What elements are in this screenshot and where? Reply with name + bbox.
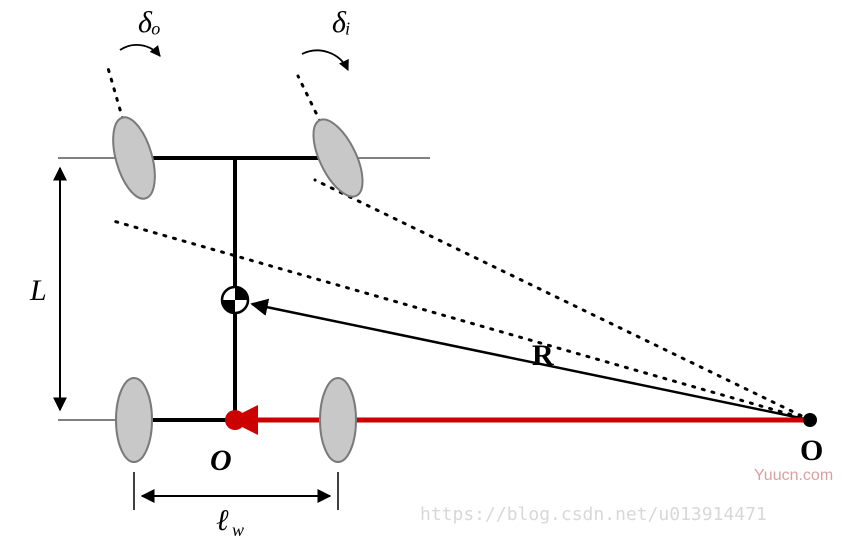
turning-center-point [803, 413, 817, 427]
label-delta-o: δₒ [138, 6, 161, 39]
label-lw: ℓ w [216, 504, 244, 540]
cg-marker [222, 287, 248, 313]
ackermann-diagram: δₒ δᵢ L R O O ℓ w Yuucn.com https://blog… [0, 0, 848, 540]
label-O-local: O [210, 444, 232, 477]
delta-o-arc [120, 45, 160, 56]
label-L: L [29, 274, 47, 307]
label-lw-main: ℓ [216, 504, 229, 537]
delta-i-arc [302, 50, 348, 70]
watermark-csdn: https://blog.csdn.net/u013914471 [420, 504, 767, 525]
wheel-rear-left [116, 378, 152, 462]
label-R: R [532, 339, 554, 372]
watermark-yuucn: Yuucn.com [754, 467, 833, 484]
label-O-center: O [800, 434, 823, 467]
label-delta-i: δᵢ [332, 6, 351, 39]
wheel-rear-right [320, 378, 356, 462]
dotted-ray-inner [315, 180, 810, 420]
label-lw-sub: w [232, 520, 244, 540]
rear-center-point [225, 410, 245, 430]
